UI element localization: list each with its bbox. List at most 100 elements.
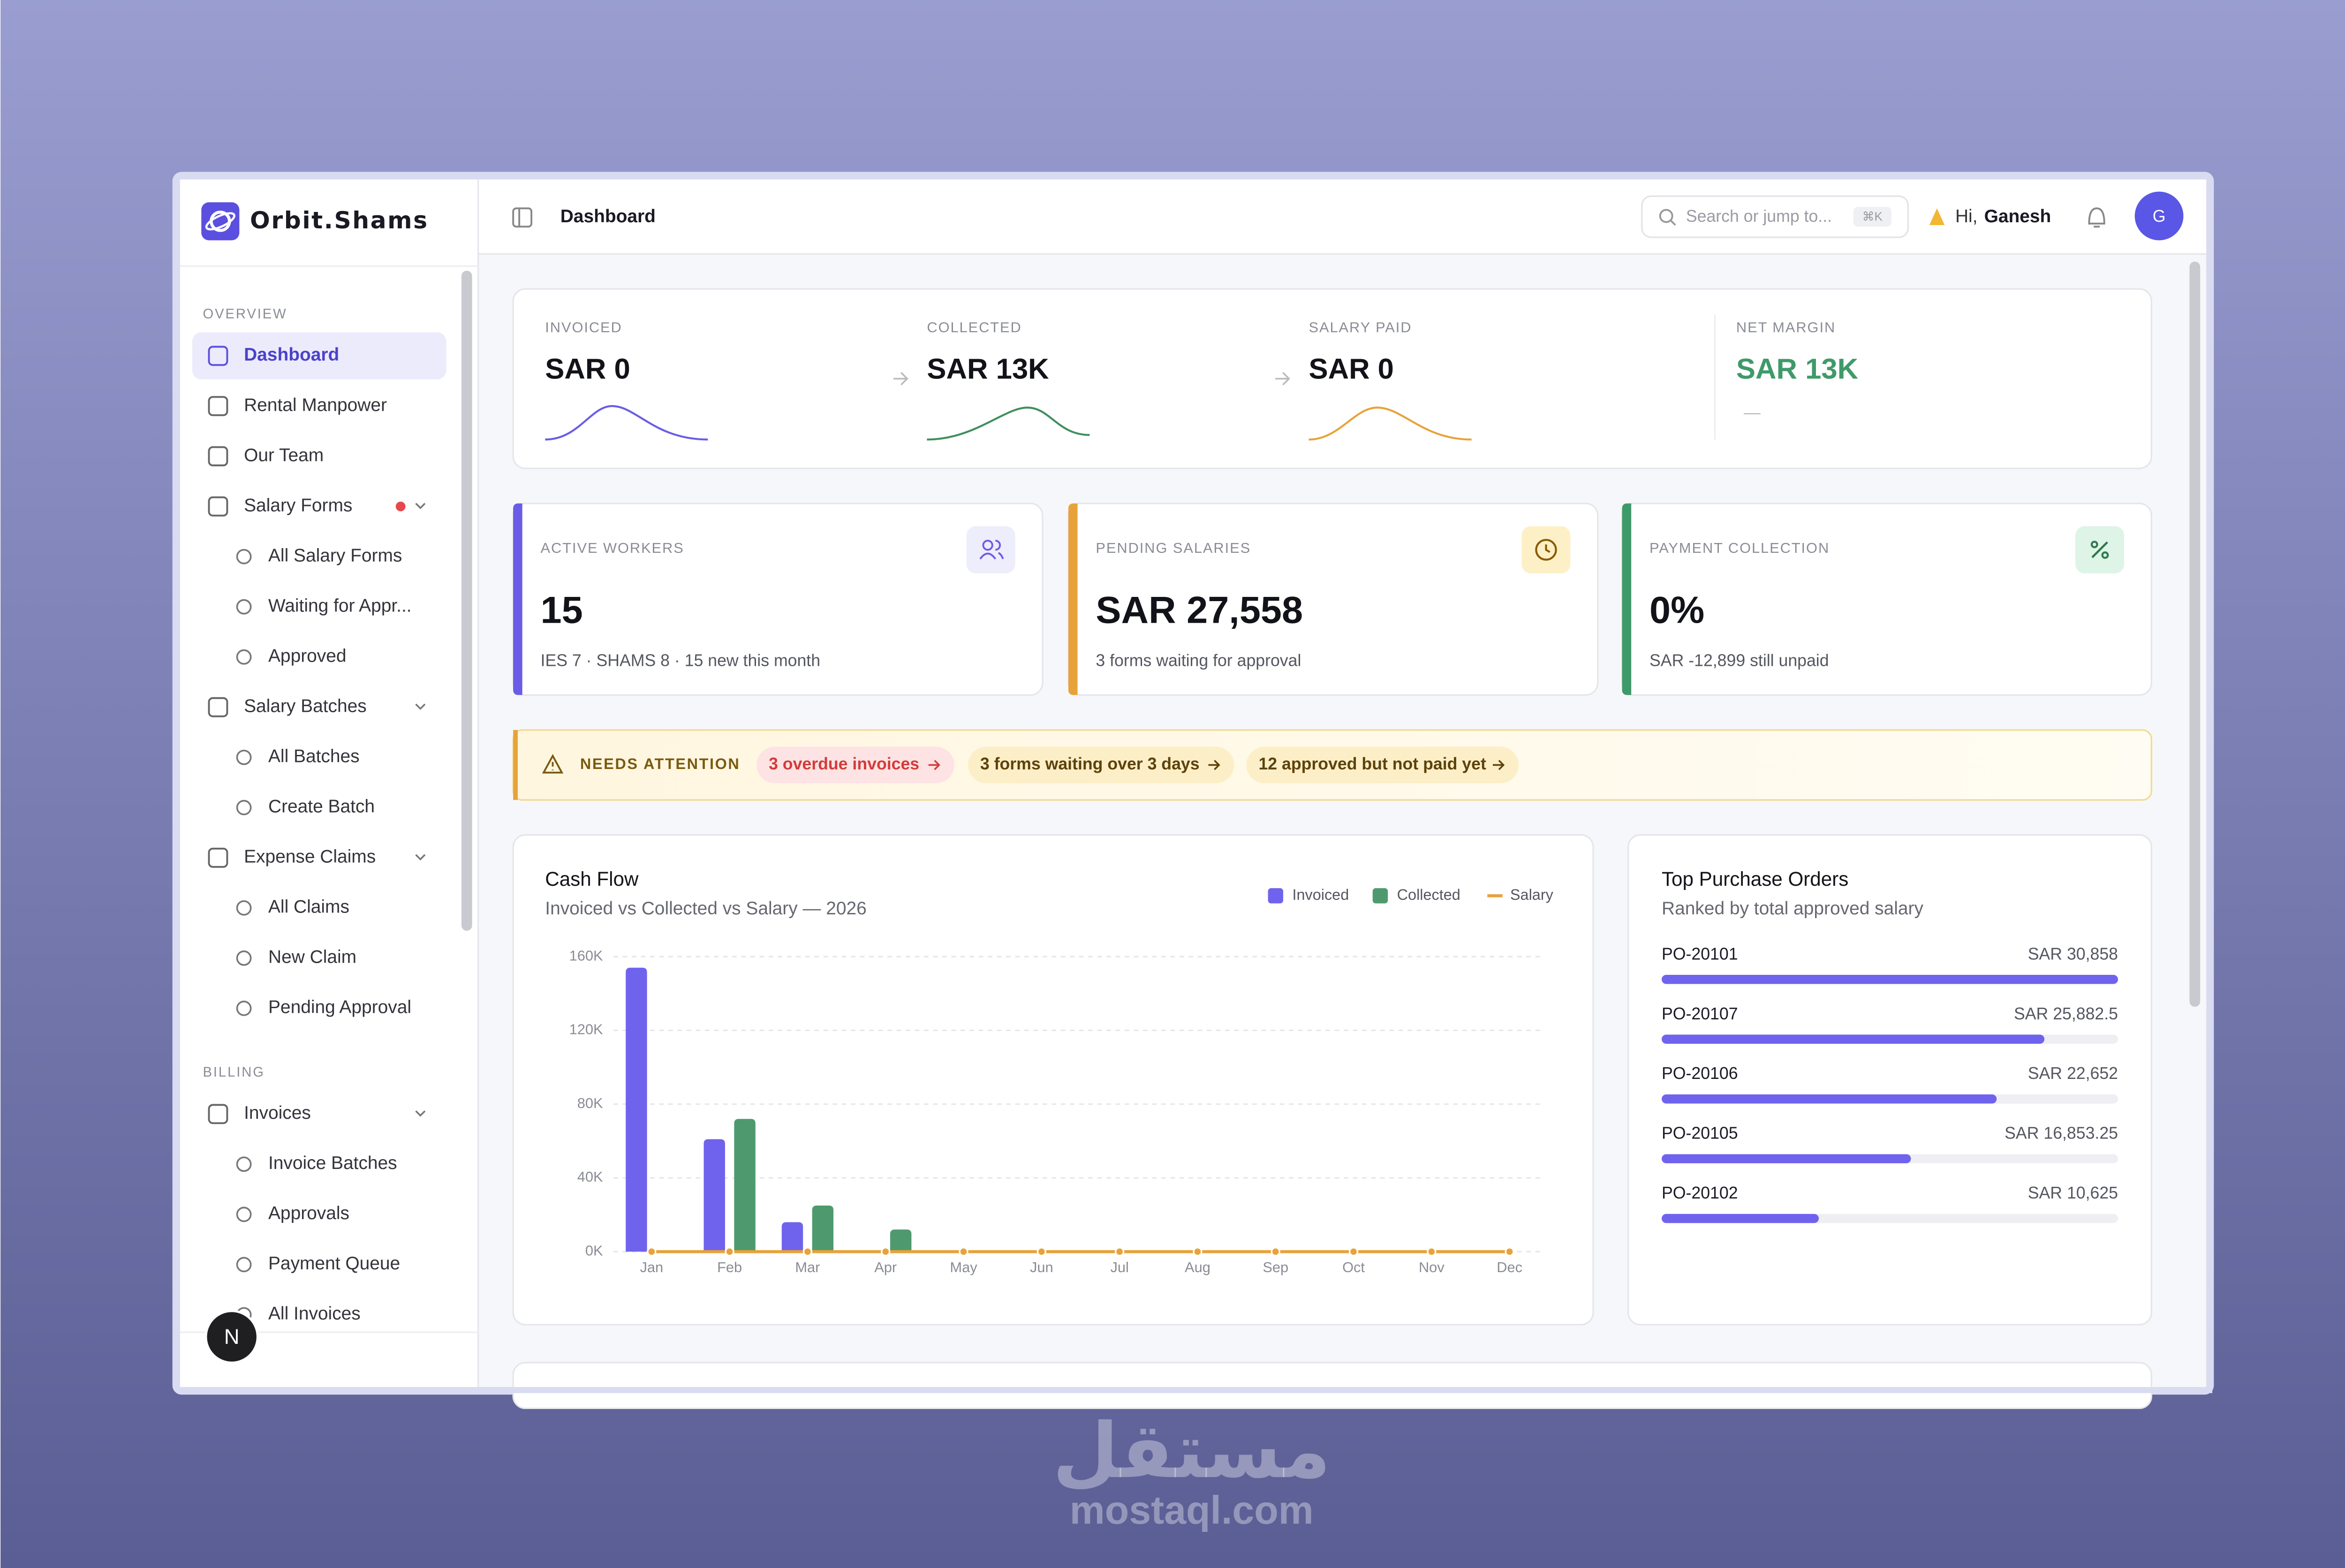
nav-chevron <box>415 503 426 509</box>
dev-indicator[interactable] <box>204 1310 259 1364</box>
search-box[interactable] <box>1641 195 1909 238</box>
x-tick-label: Dec <box>1497 1259 1522 1275</box>
stat-icon <box>1535 539 1557 561</box>
shortcut-key: ⌘K <box>1862 211 1883 224</box>
sidebar-nav: OVERVIEW Dashboard Rental Manpower Our Team… <box>192 307 446 1324</box>
nav-icon <box>208 847 228 868</box>
chart-card <box>512 834 1594 1326</box>
nav-item[interactable]: Invoices <box>244 1103 311 1123</box>
nav-icon <box>208 446 228 467</box>
watermark-logo: مستقل <box>1052 1409 1331 1493</box>
nav-icon <box>236 799 252 815</box>
stat-icon-bg <box>966 526 1015 573</box>
nav-item[interactable]: Dashboard <box>244 345 339 365</box>
stat-value: SAR 27,558 <box>1096 589 1303 632</box>
nav-subitem[interactable]: All Invoices <box>268 1304 361 1324</box>
stat-icon <box>2090 541 2098 549</box>
nav-item[interactable]: Expense Claims <box>244 847 376 867</box>
nav-icon <box>236 1257 252 1273</box>
bell[interactable] <box>2088 207 2105 228</box>
bar <box>626 967 647 1252</box>
stat-card-accent <box>513 508 518 691</box>
chart-subtitle: Ranked by total approved salary <box>1662 898 1924 919</box>
nav-item[interactable]: Our Team <box>244 445 324 465</box>
stat-detail: SAR -12,899 still unpaid <box>1649 651 1829 670</box>
avatar[interactable] <box>2134 191 2184 241</box>
nav-icon <box>208 1104 228 1124</box>
nav-subitem[interactable]: New Claim <box>268 947 356 967</box>
chart-subtitle: Invoiced vs Collected vs Salary — 2026 <box>545 898 867 919</box>
attention-pill-text: 3 overdue invoices <box>769 754 919 773</box>
nav-item[interactable]: Rental Manpower <box>244 395 387 415</box>
x-tick-label: Jul <box>1110 1259 1128 1275</box>
line-point <box>881 1247 891 1257</box>
po-label: PO-20101 <box>1662 944 1738 963</box>
y-tick-label: 40K <box>577 1168 603 1185</box>
po-bar <box>1661 1214 1819 1223</box>
po-value: SAR 16,853.25 <box>2005 1124 2118 1143</box>
attention-pill[interactable] <box>968 746 1234 784</box>
legend-label: Salary <box>1510 886 1554 903</box>
po-card <box>1627 834 2152 1326</box>
stat-label: PENDING SALARIES <box>1096 540 1251 556</box>
attention-pill[interactable] <box>756 746 954 784</box>
stat-value: 0% <box>1649 589 1704 632</box>
avatar-initial: G <box>2153 207 2166 226</box>
legend-label: Invoiced <box>1292 886 1349 903</box>
nav-alert-dot <box>395 501 406 512</box>
nav-subitem[interactable]: All Claims <box>268 897 349 917</box>
legend-swatch <box>1372 888 1388 904</box>
kpi-value: SAR 0 <box>545 353 630 385</box>
kpi-label: NET MARGIN <box>1736 319 1836 336</box>
nav-section-label: BILLING <box>203 1065 265 1080</box>
po-label: PO-20105 <box>1662 1124 1738 1143</box>
window-frame <box>478 1387 2213 1394</box>
page-title: Dashboard <box>560 206 656 226</box>
y-tick-label: 160K <box>569 947 603 964</box>
nav-icon <box>236 549 252 565</box>
kpi-label: INVOICED <box>545 319 622 336</box>
po-bar <box>1661 1034 2045 1044</box>
line-point <box>647 1247 657 1257</box>
kpi-strip <box>512 288 2152 469</box>
stat-detail: IES 7 · SHAMS 8 · 15 new this month <box>541 651 821 670</box>
x-tick-label: Feb <box>717 1259 742 1275</box>
po-bar <box>1661 975 2118 984</box>
nav-subitem[interactable]: Pending Approval <box>268 997 411 1018</box>
brand: Orbit.Shams <box>250 206 429 234</box>
nav-subitem[interactable]: Invoice Batches <box>268 1153 397 1173</box>
main-scrollbar <box>2189 261 2201 1007</box>
y-tick-label: 80K <box>577 1095 603 1111</box>
nav-item[interactable]: Salary Batches <box>244 696 367 716</box>
attention-pill-text: 12 approved but not paid yet <box>1258 754 1486 773</box>
nav-chevron <box>415 1110 426 1117</box>
nav-subitem[interactable]: Payment Queue <box>268 1253 400 1274</box>
nav-subitem[interactable]: Waiting for Appr... <box>268 596 412 616</box>
stat-icon <box>2101 551 2109 559</box>
nav-subitem[interactable]: All Salary Forms <box>268 545 402 565</box>
search-icon <box>1670 219 1676 226</box>
nav-subitem[interactable]: Approvals <box>268 1203 349 1223</box>
attention-pill[interactable] <box>1246 746 1519 784</box>
sidebar-toggle[interactable] <box>512 207 533 228</box>
nav-subitem[interactable]: All Batches <box>268 746 360 767</box>
kpi-note: — <box>1744 403 1761 422</box>
attention-label: NEEDS ATTENTION <box>580 755 741 772</box>
flow-arrow <box>893 372 1290 385</box>
nav-subitem[interactable]: Create Batch <box>268 797 375 817</box>
stat-label: ACTIVE WORKERS <box>541 540 684 556</box>
chart-title: Top Purchase Orders <box>1662 868 1848 890</box>
greeting: Hi, <box>1955 206 1978 226</box>
po-value: SAR 22,652 <box>2028 1064 2118 1083</box>
stat-value: 15 <box>541 589 583 632</box>
stat-icon <box>982 540 993 551</box>
stat-icon <box>2091 541 2108 558</box>
search-placeholder: Search or jump to... <box>1686 207 1832 226</box>
warning-icon <box>542 754 564 774</box>
wave-icon <box>1929 208 1945 226</box>
nav-item[interactable]: Salary Forms <box>244 495 352 515</box>
nav-subitem[interactable]: Approved <box>268 646 347 666</box>
nav-icon <box>208 346 228 366</box>
stat-card-accent <box>1068 508 1073 691</box>
